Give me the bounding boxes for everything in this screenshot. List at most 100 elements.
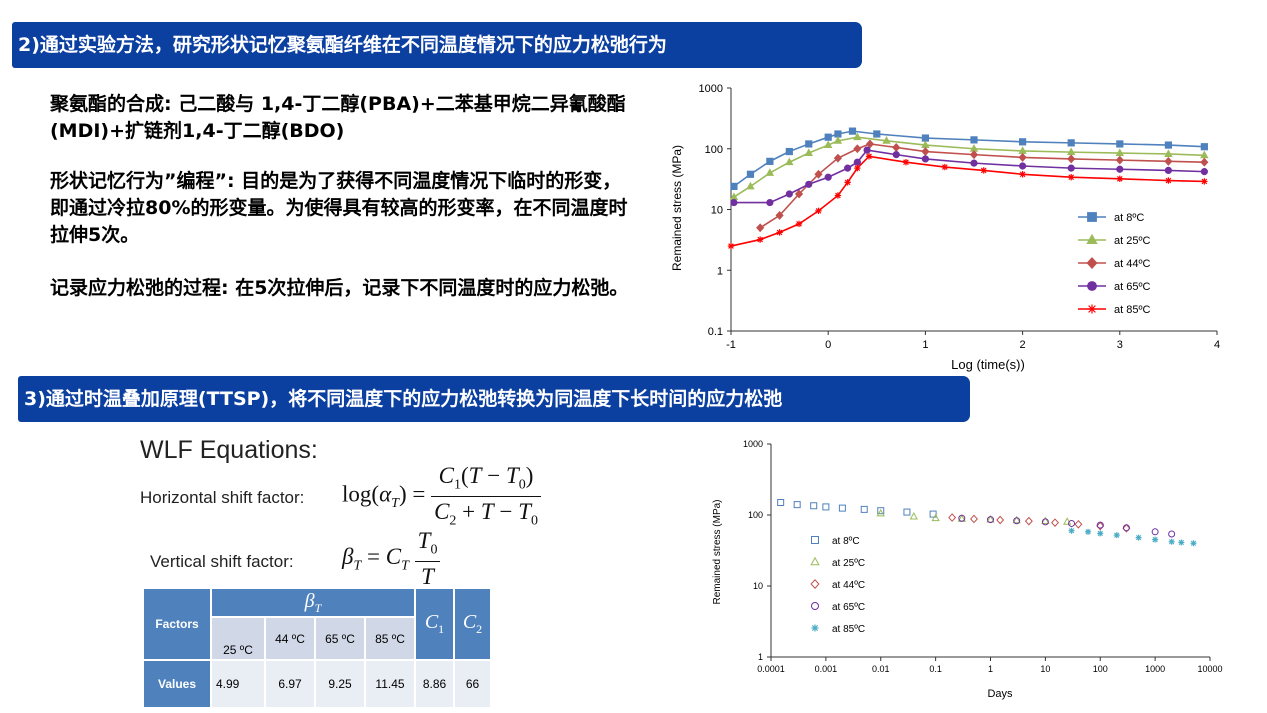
data-point: [1085, 528, 1092, 535]
data-point: [1122, 524, 1130, 532]
x-tick-label: -1: [726, 339, 736, 351]
data-point: [958, 514, 966, 522]
x-tick-label: 100: [1093, 664, 1108, 674]
y-axis-label: Remained stress (MPa): [670, 145, 684, 271]
data-point: [824, 173, 832, 181]
legend-label: at 25ºC: [1114, 235, 1150, 247]
data-point: [1041, 518, 1049, 526]
vertical-shift-equation: βT = CT T0 T: [342, 528, 441, 590]
vertical-shift-label: Vertical shift factor:: [150, 552, 294, 571]
data-point: [1200, 157, 1209, 167]
data-point: [921, 155, 929, 163]
data-point: [1096, 521, 1104, 529]
data-point: [1165, 177, 1172, 184]
data-point: [833, 136, 843, 144]
x-tick-label: 0.01: [872, 664, 890, 674]
series-3: at 65ºC: [811, 514, 1176, 613]
x-tick-label: 1: [922, 339, 928, 351]
data-point: [996, 515, 1005, 525]
data-point: [776, 229, 783, 236]
c1-header: C1: [416, 589, 453, 659]
data-point: [848, 127, 857, 135]
data-point: [1013, 517, 1021, 525]
legend-label: at 44ºC: [1114, 258, 1150, 270]
data-point: [892, 151, 900, 159]
legend-label: at 85ºC: [832, 624, 865, 635]
legend-label: at 44ºC: [832, 580, 865, 591]
data-point: [1168, 530, 1176, 538]
x-tick-label: 0.1: [929, 664, 942, 674]
legend-label: at 65ºC: [1114, 281, 1150, 293]
data-point: [1151, 528, 1159, 536]
data-point: [810, 556, 820, 566]
data-point: [805, 180, 813, 188]
data-point: [1018, 138, 1027, 146]
data-point: [1164, 149, 1173, 157]
data-point: [811, 536, 819, 544]
data-point: [876, 508, 885, 517]
data-point: [1115, 148, 1124, 156]
x-tick-label: 0.0001: [757, 664, 785, 674]
y-tick-label: 10: [711, 205, 723, 217]
data-point: [948, 513, 957, 522]
series-line: [733, 149, 1205, 204]
data-point: [854, 164, 861, 172]
data-point: [775, 210, 784, 220]
data-point: [746, 181, 755, 190]
data-point: [853, 132, 862, 141]
x-tick-label: 10: [1040, 664, 1050, 674]
programming-paragraph: 形状记忆行为”编程”: 目的是为了获得不同温度情况下临时的形变，即通过冷拉80%…: [50, 170, 628, 246]
data-point: [1074, 519, 1083, 529]
data-point: [730, 182, 738, 191]
value-cell: 11.45: [366, 661, 414, 707]
synthesis-paragraph: 聚氨酯的合成: 己二酸与 1,4-丁二醇(PBA)+二苯基甲烷二异氰酸酯(MDI…: [50, 93, 626, 142]
data-point: [1087, 281, 1097, 291]
data-point: [1019, 171, 1026, 178]
data-point: [810, 579, 820, 589]
data-point: [1018, 162, 1027, 170]
data-point: [1116, 175, 1123, 183]
data-point: [844, 179, 851, 186]
data-point: [902, 159, 910, 166]
data-point: [863, 146, 871, 154]
x-tick-label: 10000: [1197, 664, 1222, 674]
data-point: [795, 220, 803, 228]
y-tick-label: 1000: [743, 439, 763, 449]
data-point: [1096, 521, 1105, 531]
value-cell: 4.99: [212, 661, 264, 707]
series-3: at 65ºC: [730, 146, 1208, 293]
data-point: [929, 510, 937, 518]
data-point: [987, 516, 994, 524]
data-point: [756, 236, 764, 243]
data-point: [970, 514, 978, 524]
data-point: [804, 148, 813, 156]
data-point: [814, 169, 823, 179]
data-point: [1122, 523, 1131, 533]
data-point: [1097, 530, 1104, 537]
value-cell: 9.25: [316, 661, 364, 707]
data-point: [877, 507, 885, 515]
data-point: [970, 136, 978, 144]
data-point: [970, 159, 978, 167]
legend-label: at 8ºC: [1114, 212, 1144, 224]
data-point: [777, 498, 785, 506]
data-point: [909, 511, 918, 520]
data-point: [785, 157, 794, 166]
stress-relaxation-chart: 0.1 1 10 100 1000 -1 0 1 2 3 4 Log (time(s)) Remaine…: [670, 83, 1220, 372]
data-point: [1201, 178, 1208, 185]
data-point: [986, 515, 995, 523]
section2-banner: 2)通过实验方法，研究形状记忆聚氨酯纤维在不同温度情况下的应力松弛行为: [12, 22, 862, 68]
data-point: [1041, 516, 1050, 525]
data-point: [1018, 152, 1027, 162]
data-point: [794, 189, 804, 199]
x-axis-label: Days: [987, 688, 1013, 700]
data-point: [1116, 140, 1124, 148]
data-point: [844, 164, 852, 172]
y-tick-label: 1000: [699, 83, 723, 95]
data-point: [1190, 540, 1197, 547]
data-point: [853, 144, 862, 154]
data-point: [921, 134, 930, 142]
data-point: [1068, 527, 1075, 534]
y-tick-label: 1: [717, 265, 723, 277]
data-point: [1164, 141, 1173, 149]
